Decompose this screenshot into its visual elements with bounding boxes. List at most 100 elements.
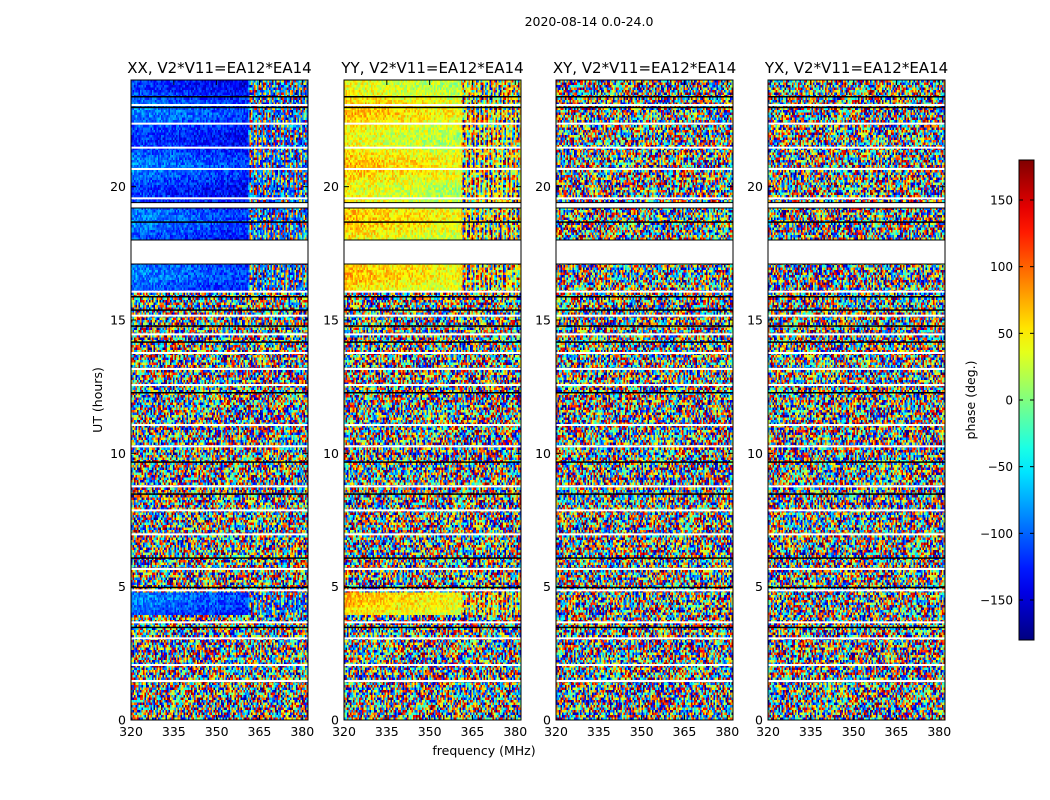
flagged-row [131,290,308,293]
flagged-row [344,485,521,488]
flagged-row [768,680,945,682]
colorbar-tick-label: 0 [1005,394,1013,408]
dark-row [344,586,521,589]
flagged-row [768,637,945,640]
y-tick-label: 15 [747,313,763,328]
x-tick-label: 320 [119,724,143,739]
flagged-row [344,680,521,682]
flagged-row [344,368,521,370]
flagged-row [556,197,733,200]
flagged-row [556,509,733,512]
flagged-row [768,509,945,512]
flagged-row [344,568,521,570]
x-tick-label: 365 [248,724,272,739]
flagged-row [131,533,308,536]
flagged-row [344,352,521,354]
panel-title: YY, V2*V11=EA12*EA14 [340,59,523,77]
x-axis-label: frequency (MHz) [432,743,535,758]
heatmap-image [768,80,945,720]
dark-row [768,586,945,589]
x-tick-label: 335 [162,724,186,739]
y-tick-label: 15 [323,313,339,328]
flagged-row [556,314,733,317]
flagged-row [131,368,308,370]
panel-4: YX, V2*V11=EA12*EA14 320 335 350 365 380 0 5 10 1… [747,59,951,739]
colorbar: 150 100 50 0 −50 −100 −150 [980,159,1035,641]
data-gap [768,202,945,208]
dark-row [556,341,733,343]
dark-row [556,392,733,394]
dark-row [344,341,521,343]
y-tick-label: 10 [535,446,551,461]
heatmap-image [556,80,733,720]
y-tick-label: 20 [110,179,126,194]
panel-title: XY, V2*V11=EA12*EA14 [553,59,736,77]
dark-row [344,392,521,394]
flagged-row [131,589,308,592]
flagged-row [556,122,733,125]
flagged-row [556,168,733,170]
panel-frame [130,79,309,721]
data-gap [131,202,308,208]
flagged-row [768,485,945,488]
flagged-row [131,333,308,336]
flagged-row [344,146,521,149]
flagged-row [131,197,308,200]
dark-row [131,296,308,298]
dark-row [768,341,945,343]
dark-row [344,106,521,109]
flagged-row [344,384,521,386]
dark-row [768,296,945,298]
dark-row [768,493,945,495]
flagged-row [131,680,308,682]
dark-row [131,106,308,109]
dark-row [768,325,945,327]
flagged-row [768,589,945,592]
flagged-row [344,290,521,293]
flagged-row [131,568,308,570]
flagged-row [344,533,521,536]
y-tick-label: 0 [331,713,339,728]
panel-title: XX, V2*V11=EA12*EA14 [127,59,311,77]
dark-row [768,221,945,223]
flagged-row [131,122,308,125]
x-tick-label: 380 [503,724,527,739]
data-gap [556,240,733,264]
colorbar-tick-label: 100 [990,260,1013,274]
x-tick-label: 320 [756,724,780,739]
colorbar-tick-label: −100 [980,527,1013,541]
x-tick-label: 380 [290,724,314,739]
x-tick-label: 335 [587,724,611,739]
dark-row [131,461,308,463]
x-tick-label: 365 [673,724,697,739]
panel-frame [767,79,946,721]
flagged-row [556,424,733,426]
dark-row [768,392,945,394]
dark-row [556,296,733,298]
flagged-row [556,664,733,666]
flagged-row [768,122,945,125]
flagged-row [556,485,733,488]
flagged-row [768,533,945,536]
heatmap-image [131,80,308,720]
panels-group: XX, V2*V11=EA12*EA14 320 335 350 365 380 0 5 10 1… [110,59,951,739]
panel-frame [555,79,734,721]
flagged-row [344,637,521,640]
colorbar-tick-label: 50 [998,327,1013,341]
dark-row [131,493,308,495]
x-tick-label: 365 [885,724,909,739]
flagged-row [768,621,945,624]
colorbar-label: phase (deg.) [963,361,978,440]
data-gap [556,202,733,208]
flagged-row [556,368,733,370]
flagged-row [344,664,521,666]
y-tick-label: 5 [118,579,126,594]
dark-row [344,96,521,98]
flagged-row [768,424,945,426]
dark-row [556,96,733,98]
flagged-row [768,384,945,386]
x-tick-label: 320 [332,724,356,739]
y-tick-label: 0 [755,713,763,728]
y-tick-label: 0 [118,713,126,728]
